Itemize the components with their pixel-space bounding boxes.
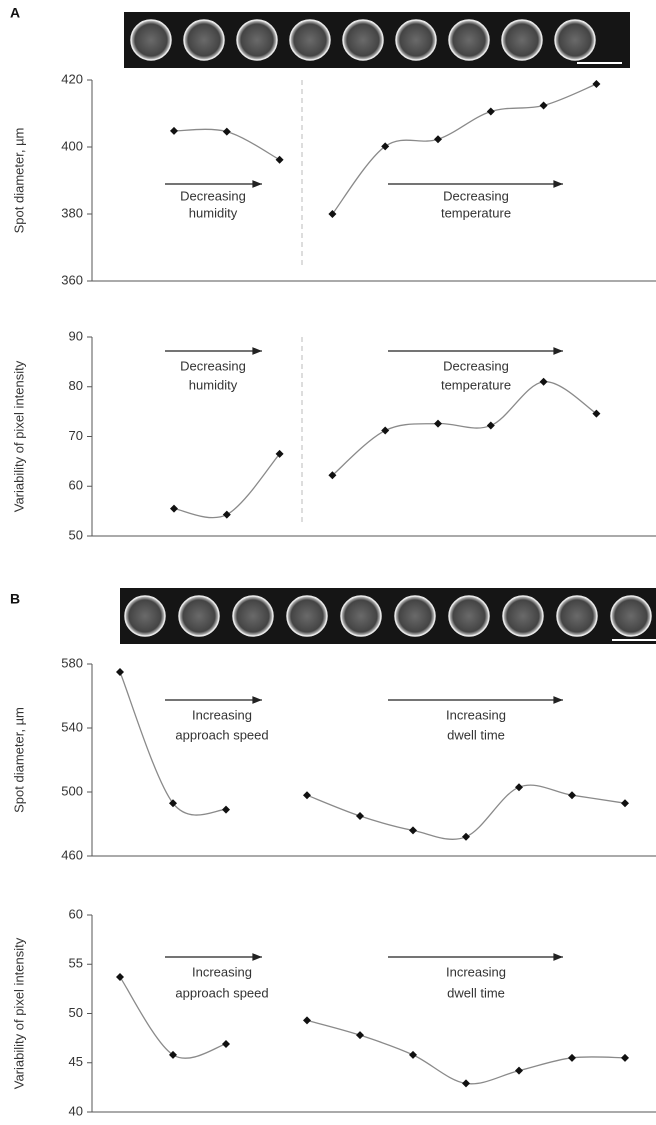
annotation: Decreasing: [180, 188, 246, 203]
y-tick-label: 50: [69, 527, 83, 542]
marker: [621, 1054, 629, 1062]
annotation: Decreasing: [443, 358, 509, 373]
y-tick-label: 60: [69, 478, 83, 493]
annotation: approach speed: [175, 985, 268, 1000]
marker: [222, 1040, 230, 1048]
marker: [592, 80, 600, 88]
y-axis-label: Variability of pixel intensity: [11, 937, 26, 1089]
y-tick-label: 540: [61, 719, 83, 734]
marker: [515, 783, 523, 791]
annotation: temperature: [441, 205, 511, 220]
spot-image: [290, 20, 330, 60]
marker: [487, 422, 495, 430]
annotation: Decreasing: [443, 188, 509, 203]
y-tick-label: 420: [61, 71, 83, 86]
spot-image: [131, 20, 171, 60]
spot-image: [555, 20, 595, 60]
y-axis-label: Variability of pixel intensity: [11, 360, 26, 512]
line: [307, 785, 625, 839]
annotation: Increasing: [192, 707, 252, 722]
marker: [515, 1067, 523, 1075]
spot-images: [125, 20, 651, 636]
y-tick-label: 400: [61, 138, 83, 153]
line: [307, 1020, 625, 1083]
line: [174, 454, 280, 518]
annotation: temperature: [441, 377, 511, 392]
spot-image: [611, 596, 651, 636]
spot-image: [395, 596, 435, 636]
spot-image: [449, 596, 489, 636]
marker: [434, 135, 442, 143]
figure: 360 380 400 420 Spot diameter, µm A Decreasing…: [0, 0, 656, 1120]
y-tick-label: 55: [69, 956, 83, 971]
spot-image: [179, 596, 219, 636]
annotation: dwell time: [447, 727, 505, 742]
panel-label: A: [10, 5, 20, 21]
marker: [170, 505, 178, 513]
spot-image: [184, 20, 224, 60]
y-tick-label: 380: [61, 205, 83, 220]
marker: [303, 791, 311, 799]
y-tick-label: 50: [69, 1005, 83, 1020]
marker: [409, 826, 417, 834]
marker: [462, 833, 470, 841]
marker: [223, 128, 231, 136]
page: 360 380 400 420 Spot diameter, µm A Decreasing…: [0, 0, 656, 1120]
spot-image: [502, 20, 542, 60]
y-tick-label: 60: [69, 906, 83, 921]
y-tick-label: 40: [69, 1103, 83, 1118]
spot-image: [343, 20, 383, 60]
annotation: Decreasing: [180, 358, 246, 373]
marker: [540, 378, 548, 386]
spot-image: [557, 596, 597, 636]
marker: [303, 1016, 311, 1024]
y-axis-label: Spot diameter, µm: [11, 128, 26, 234]
marker: [116, 668, 124, 676]
marker: [540, 101, 548, 109]
marker: [223, 511, 231, 519]
annotation: approach speed: [175, 727, 268, 742]
y-tick-label: 500: [61, 783, 83, 798]
marker: [276, 156, 284, 164]
annotation: Increasing: [446, 707, 506, 722]
spot-image: [449, 20, 489, 60]
y-tick-label: 70: [69, 428, 83, 443]
marker: [568, 791, 576, 799]
marker: [116, 973, 124, 981]
marker: [487, 107, 495, 115]
annotation: humidity: [189, 377, 238, 392]
y-tick-label: 580: [61, 655, 83, 670]
line: [120, 672, 226, 815]
marker: [356, 1031, 364, 1039]
spot-image: [237, 20, 277, 60]
marker: [170, 127, 178, 135]
marker: [356, 812, 364, 820]
spot-image: [396, 20, 436, 60]
marker: [222, 806, 230, 814]
annotation: Increasing: [192, 964, 252, 979]
y-axis-label: Spot diameter, µm: [11, 707, 26, 813]
y-tick-label: 45: [69, 1054, 83, 1069]
y-tick-label: 80: [69, 378, 83, 393]
annotation: Increasing: [446, 964, 506, 979]
y-tick-label: 460: [61, 847, 83, 862]
marker: [381, 427, 389, 435]
y-tick-label: 360: [61, 272, 83, 287]
annotation: dwell time: [447, 985, 505, 1000]
spot-image: [125, 596, 165, 636]
marker: [434, 420, 442, 428]
y-tick-label: 90: [69, 328, 83, 343]
spot-image: [287, 596, 327, 636]
marker: [621, 799, 629, 807]
line: [332, 382, 596, 476]
marker: [568, 1054, 576, 1062]
spot-image: [341, 596, 381, 636]
marker: [409, 1051, 417, 1059]
annotation: humidity: [189, 205, 238, 220]
marker: [462, 1079, 470, 1087]
spot-image: [503, 596, 543, 636]
panel-label: B: [10, 591, 20, 607]
spot-image: [233, 596, 273, 636]
